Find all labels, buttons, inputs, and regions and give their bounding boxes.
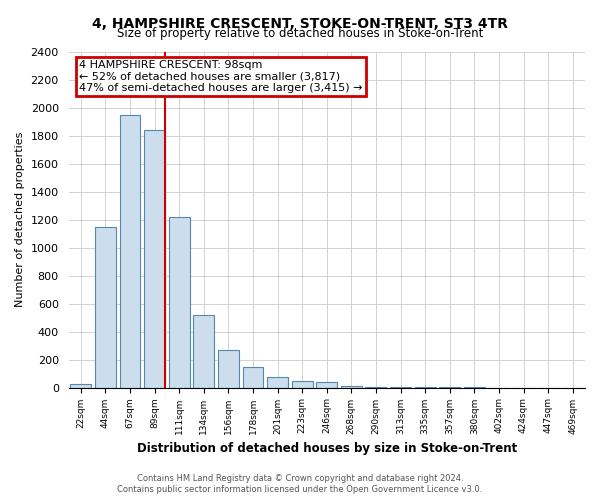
Bar: [242, 367, 263, 388]
Bar: [70, 384, 91, 388]
Bar: [95, 226, 116, 388]
Text: Size of property relative to detached houses in Stoke-on-Trent: Size of property relative to detached ho…: [117, 28, 483, 40]
X-axis label: Distribution of detached houses by size in Stoke-on-Trent: Distribution of detached houses by size …: [137, 442, 517, 455]
Bar: [316, 382, 337, 388]
Bar: [144, 130, 165, 388]
Bar: [292, 380, 313, 388]
Bar: [267, 376, 288, 388]
Bar: [119, 114, 140, 388]
Y-axis label: Number of detached properties: Number of detached properties: [15, 132, 25, 307]
Text: 4 HAMPSHIRE CRESCENT: 98sqm
← 52% of detached houses are smaller (3,817)
47% of : 4 HAMPSHIRE CRESCENT: 98sqm ← 52% of det…: [79, 60, 362, 93]
Text: 4, HAMPSHIRE CRESCENT, STOKE-ON-TRENT, ST3 4TR: 4, HAMPSHIRE CRESCENT, STOKE-ON-TRENT, S…: [92, 18, 508, 32]
Text: Contains HM Land Registry data © Crown copyright and database right 2024.
Contai: Contains HM Land Registry data © Crown c…: [118, 474, 482, 494]
Title: 4, HAMPSHIRE CRESCENT, STOKE-ON-TRENT, ST3 4TR
Size of property relative to deta: 4, HAMPSHIRE CRESCENT, STOKE-ON-TRENT, S…: [0, 499, 1, 500]
Bar: [169, 216, 190, 388]
Bar: [365, 386, 386, 388]
Bar: [193, 315, 214, 388]
Bar: [218, 350, 239, 388]
Bar: [341, 386, 362, 388]
